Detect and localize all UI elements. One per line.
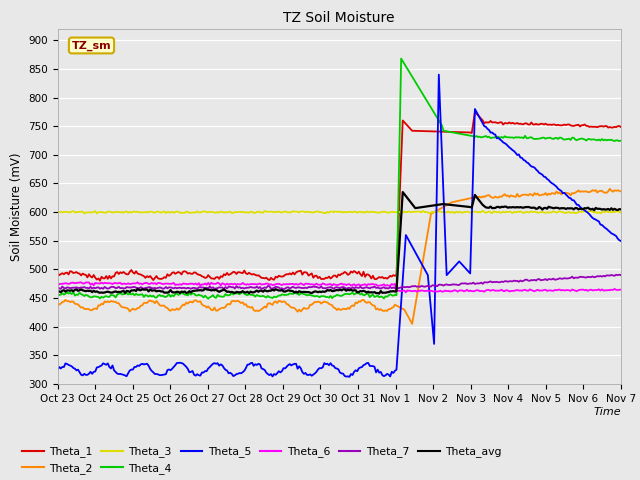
Y-axis label: Soil Moisture (mV): Soil Moisture (mV) (10, 152, 22, 261)
Text: Time: Time (593, 407, 621, 417)
Text: TZ_sm: TZ_sm (72, 40, 111, 50)
Legend: Theta_1, Theta_2, Theta_3, Theta_4, Theta_5, Theta_6, Theta_7, Theta_avg: Theta_1, Theta_2, Theta_3, Theta_4, Thet… (18, 442, 506, 478)
Title: TZ Soil Moisture: TZ Soil Moisture (284, 11, 395, 25)
